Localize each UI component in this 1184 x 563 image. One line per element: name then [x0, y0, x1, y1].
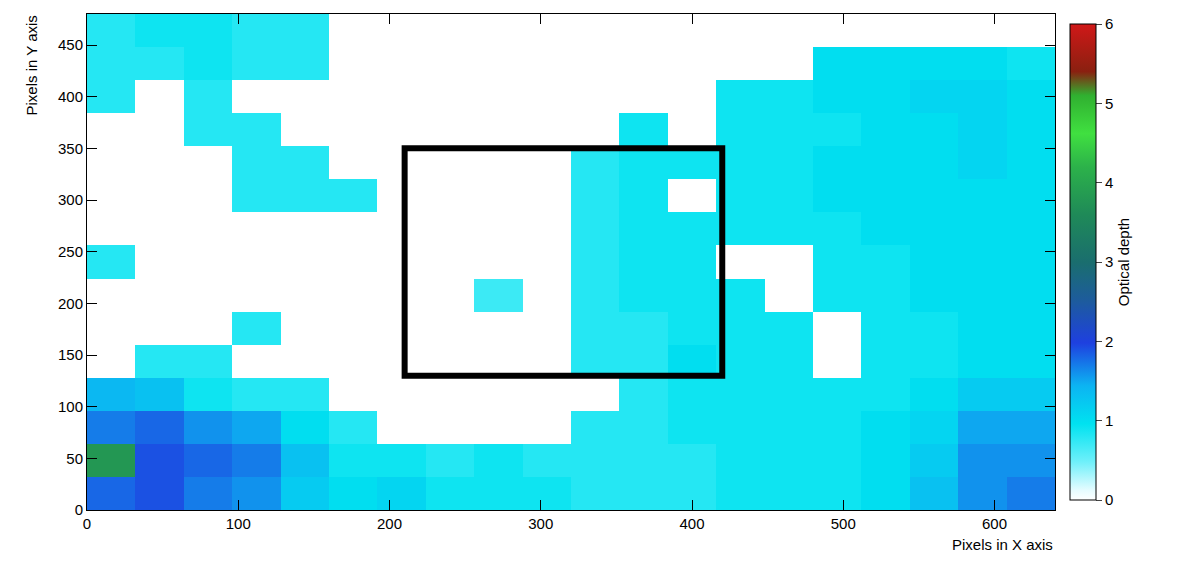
svg-text:2: 2 [1105, 333, 1113, 350]
svg-text:150: 150 [58, 346, 83, 363]
svg-text:0: 0 [1105, 491, 1113, 508]
svg-text:300: 300 [528, 515, 553, 532]
svg-text:500: 500 [831, 515, 856, 532]
svg-text:0: 0 [83, 515, 91, 532]
svg-text:50: 50 [66, 450, 83, 467]
svg-text:4: 4 [1105, 174, 1113, 191]
svg-text:0: 0 [75, 501, 83, 518]
svg-text:Optical depth: Optical depth [1115, 218, 1132, 306]
svg-text:250: 250 [58, 243, 83, 260]
svg-text:600: 600 [982, 515, 1007, 532]
svg-text:450: 450 [58, 36, 83, 53]
svg-text:Pixels in X axis: Pixels in X axis [952, 536, 1053, 553]
svg-text:200: 200 [58, 295, 83, 312]
svg-text:100: 100 [226, 515, 251, 532]
svg-text:400: 400 [679, 515, 704, 532]
svg-text:400: 400 [58, 88, 83, 105]
svg-text:6: 6 [1105, 15, 1113, 32]
svg-text:350: 350 [58, 140, 83, 157]
svg-text:Pixels in Y axis: Pixels in Y axis [23, 15, 40, 115]
svg-text:1: 1 [1105, 412, 1113, 429]
svg-text:300: 300 [58, 191, 83, 208]
svg-text:100: 100 [58, 398, 83, 415]
svg-text:5: 5 [1105, 95, 1113, 112]
svg-text:200: 200 [377, 515, 402, 532]
svg-text:3: 3 [1105, 253, 1113, 270]
